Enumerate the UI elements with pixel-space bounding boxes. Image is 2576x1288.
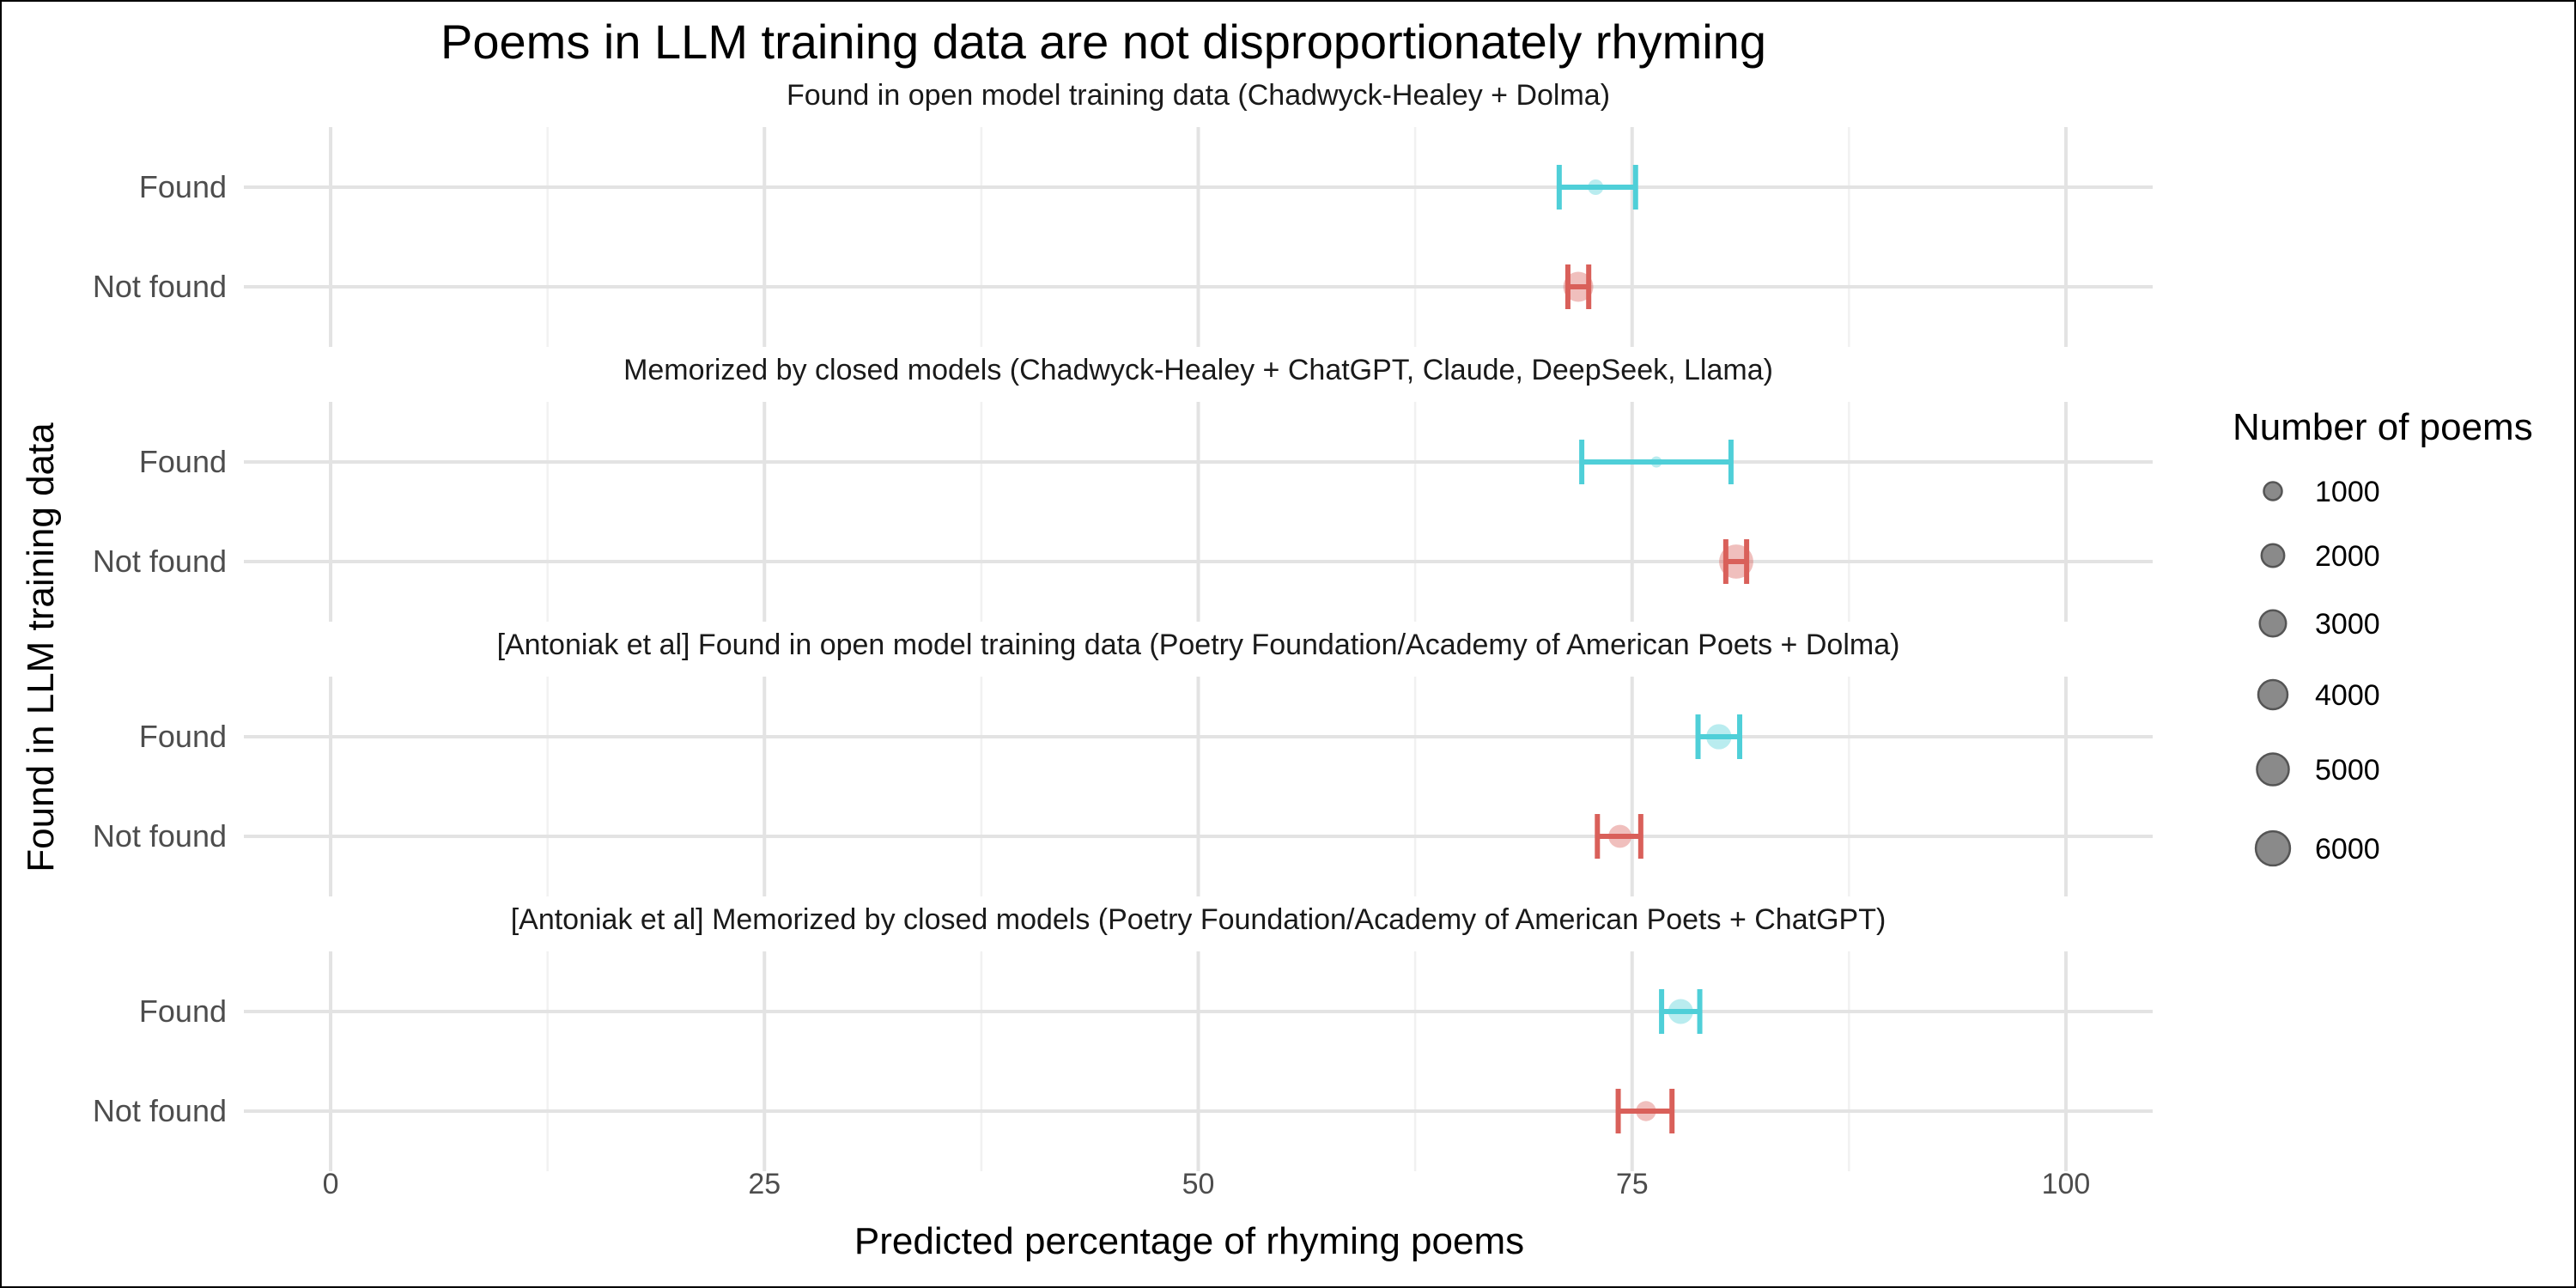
data-point-group — [1695, 714, 1743, 759]
x-tick-label: 25 — [748, 1168, 781, 1200]
legend-key — [2260, 543, 2286, 568]
data-point-group — [1719, 539, 1753, 584]
legend-label: 4000 — [2315, 679, 2380, 712]
data-point-group — [1579, 440, 1734, 484]
x-axis-title: Predicted percentage of rhyming poems — [854, 1220, 1524, 1262]
facet-panel: [Antoniak et al] Memorized by closed mod… — [93, 903, 2153, 1171]
y-tick-label: Not found — [93, 269, 227, 304]
data-point-group — [1659, 989, 1703, 1034]
x-tick-label: 75 — [1616, 1168, 1649, 1200]
x-tick-label: 50 — [1182, 1168, 1215, 1200]
chart-title: Poems in LLM training data are not dispr… — [440, 15, 1766, 69]
legend-key — [2263, 481, 2283, 501]
legend: Number of poems 1000 2000 3000 4000 5000 6000 — [2233, 406, 2533, 867]
facet-panel: Memorized by closed models (Chadwyck-Hea… — [93, 354, 2153, 622]
data-point-group — [1563, 264, 1594, 309]
legend-key — [2256, 752, 2290, 787]
legend-label: 3000 — [2315, 608, 2380, 641]
legend-label: 5000 — [2315, 754, 2380, 787]
x-tick-label: 100 — [2042, 1168, 2091, 1200]
legend-key — [2257, 678, 2289, 711]
legend-label: 2000 — [2315, 540, 2380, 573]
y-tick-label: Found — [139, 444, 227, 479]
facet-title: Found in open model training data (Chadw… — [787, 79, 1610, 112]
x-axis: 0 25 50 75 100 — [323, 1168, 2091, 1200]
data-point-group — [1556, 165, 1638, 210]
facet-title: [Antoniak et al] Memorized by closed mod… — [511, 903, 1886, 936]
facet-title: Memorized by closed models (Chadwyck-Hea… — [623, 354, 1773, 386]
y-tick-label: Found — [139, 169, 227, 204]
y-tick-label: Not found — [93, 818, 227, 854]
y-tick-label: Not found — [93, 1093, 227, 1128]
legend-label: 1000 — [2315, 476, 2380, 508]
y-axis-title: Found in LLM training data — [20, 422, 62, 872]
y-tick-label: Not found — [93, 544, 227, 579]
y-tick-label: Found — [139, 993, 227, 1029]
data-point-group — [1615, 1089, 1675, 1133]
legend-label: 6000 — [2315, 833, 2380, 866]
facet-panel: [Antoniak et al] Found in open model tra… — [93, 629, 2153, 896]
legend-title: Number of poems — [2233, 406, 2533, 448]
panels: Found in open model training data (Chadw… — [93, 79, 2153, 1171]
y-tick-label: Found — [139, 719, 227, 754]
facet-panel: Found in open model training data (Chadw… — [93, 79, 2153, 347]
data-point-group — [1595, 814, 1643, 859]
x-tick-label: 0 — [323, 1168, 339, 1200]
facet-title: [Antoniak et al] Found in open model tra… — [497, 629, 1900, 661]
legend-key — [2258, 609, 2287, 638]
legend-key — [2254, 829, 2292, 867]
